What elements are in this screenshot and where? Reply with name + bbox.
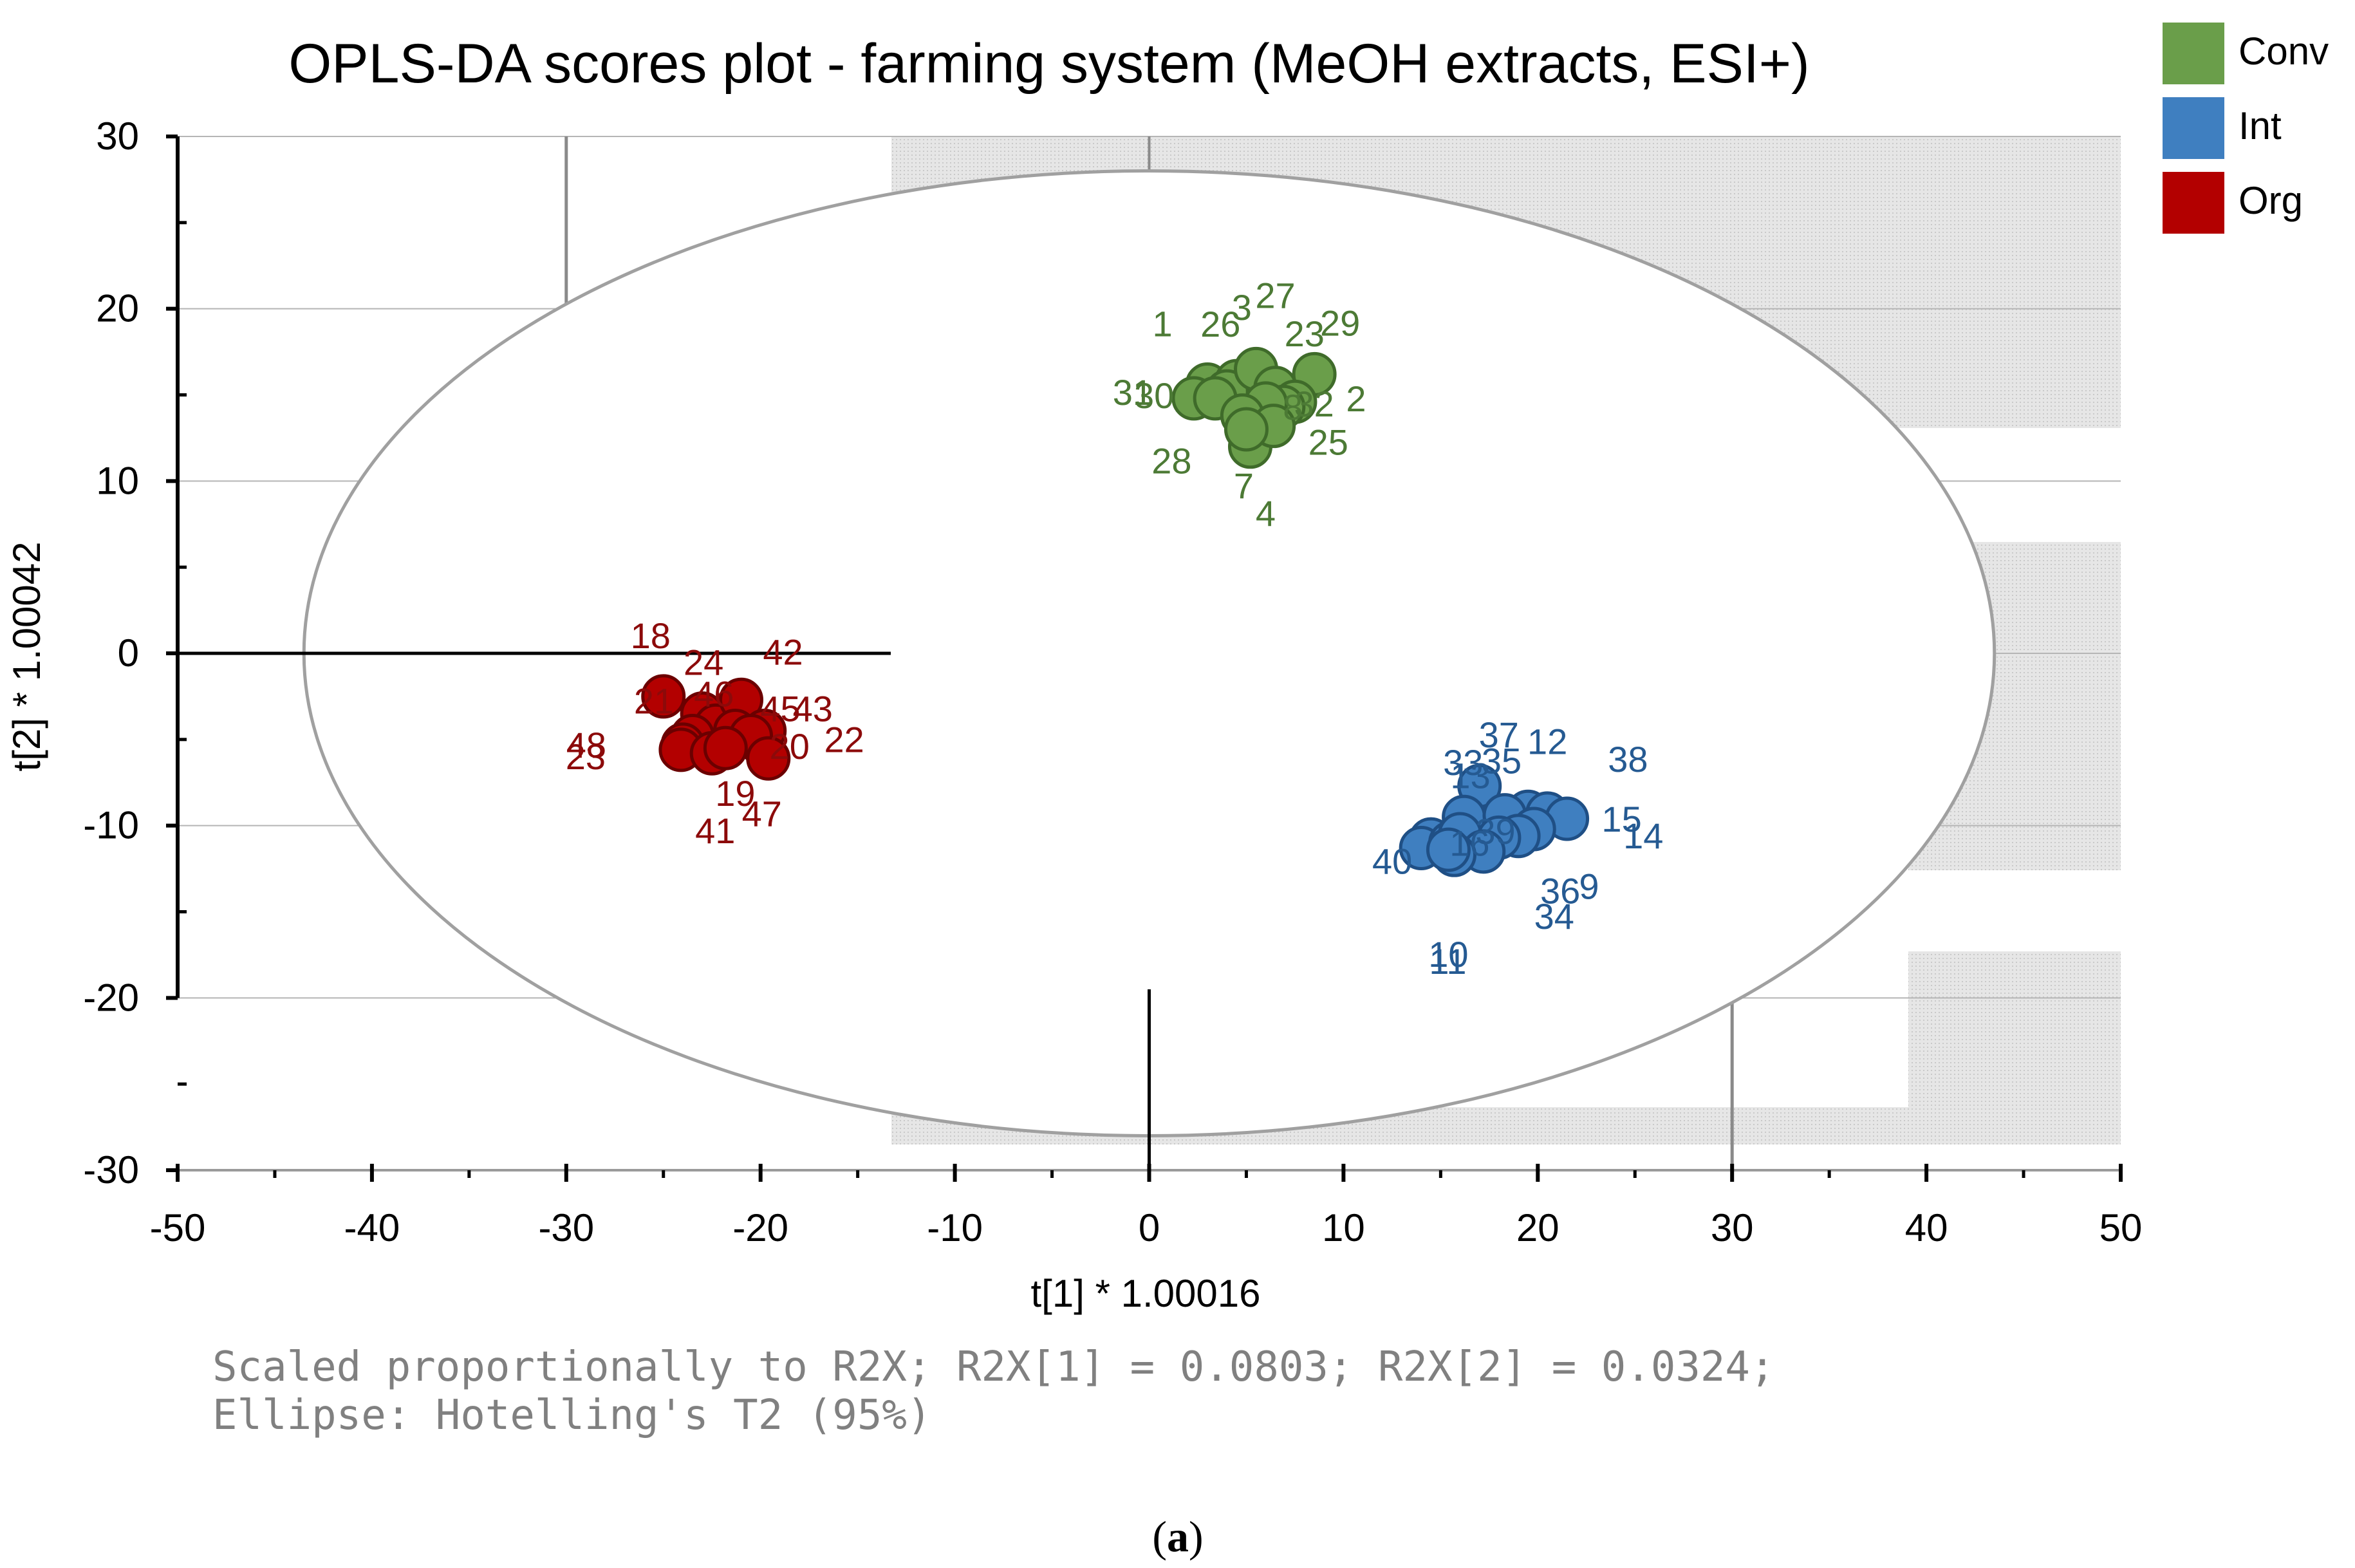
point-label: 18 (631, 615, 671, 656)
point-label: 16 (1449, 823, 1489, 863)
legend-swatch (2163, 97, 2224, 159)
point-label: 3 (1232, 287, 1252, 328)
y-tick-label: -20 (83, 976, 139, 1019)
point-label: 27 (1255, 275, 1295, 315)
x-tick-label: -30 (538, 1206, 594, 1249)
legend-label: Org (2239, 179, 2303, 222)
point-label: 14 (1623, 816, 1663, 856)
y-axis-title: t[2] * 1.00042 (5, 542, 48, 772)
caption-open: ( (1152, 1512, 1167, 1561)
point-label: 46 (694, 673, 734, 714)
point-label: 48 (566, 725, 606, 765)
y-tick-label: 10 (96, 459, 139, 502)
point-label: 42 (763, 631, 803, 672)
y-tick-label: 0 (118, 631, 139, 675)
point-label: 30 (1134, 375, 1174, 416)
point-label: 20 (770, 726, 810, 767)
x-tick-label: 50 (2099, 1206, 2143, 1249)
point-label: 28 (1151, 441, 1191, 481)
x-tick-label: -10 (927, 1206, 983, 1249)
caption-close: ) (1189, 1512, 1204, 1561)
x-tick-label: 30 (1711, 1206, 1754, 1249)
chart-title: OPLS-DA scores plot - farming system (Me… (288, 33, 1809, 95)
point-label: 23 (566, 736, 606, 777)
footnote-line-1: Scaled proportionally to R2X; R2X[1] = 0… (212, 1343, 1774, 1391)
point-label: 1 (1152, 303, 1172, 344)
point-label: 45 (760, 688, 800, 729)
axes (166, 135, 2123, 1182)
point-label: 37 (1479, 714, 1519, 755)
tick-labels: -50 -40 -30 -20 -10 0 10 20 30 40 50 30 20 10 0 -10 -20 -… (83, 115, 2142, 1249)
point-label: 26 (1200, 304, 1240, 344)
point-label: 12 (1527, 721, 1567, 761)
y-tick-label: 20 (96, 287, 139, 330)
y-tick-label: 30 (96, 115, 139, 158)
point-label: 4 (1256, 493, 1276, 534)
point-label: 40 (1372, 841, 1412, 881)
point-label: 24 (684, 642, 723, 683)
x-tick-label: -50 (150, 1206, 206, 1249)
point-label: 2 (1346, 378, 1366, 419)
y-tick-label: -10 (83, 804, 139, 847)
data-point (1426, 827, 1471, 872)
point-label: 34 (1534, 896, 1574, 937)
caption-letter: a (1167, 1512, 1189, 1561)
legend-swatch (2163, 172, 2224, 234)
point-label: 23 (1285, 313, 1325, 354)
point-label: 9 (1579, 866, 1599, 906)
figure-caption: (a) (1152, 1512, 1203, 1561)
footnote-line-2: Ellipse: Hotelling's T2 (95%) (212, 1392, 931, 1439)
y-tick-label: -30 (83, 1148, 139, 1191)
point-label: 43 (793, 688, 833, 729)
point-label: 8 (1283, 387, 1303, 427)
x-tick-label: 0 (1139, 1206, 1160, 1249)
data-point (1224, 407, 1269, 452)
data-point (703, 725, 748, 770)
legend-swatch (2163, 23, 2224, 84)
point-label: 41 (695, 810, 735, 851)
point-label: 35 (1482, 741, 1522, 781)
point-label: 21 (634, 680, 674, 721)
point-label: 33 (1443, 742, 1483, 783)
x-tick-label: 10 (1322, 1206, 1365, 1249)
point-label: 22 (824, 719, 864, 760)
point-label: 7 (1234, 465, 1254, 506)
x-tick-label: -20 (732, 1206, 788, 1249)
x-axis-title: t[1] * 1.00016 (1031, 1272, 1261, 1315)
x-tick-label: 20 (1516, 1206, 1559, 1249)
point-label: 11 (1429, 941, 1466, 982)
point-label: 31 (1113, 372, 1153, 413)
point-label: 36 (1540, 871, 1580, 911)
point-label: 10 (1428, 934, 1468, 975)
x-tick-label: -40 (344, 1206, 400, 1249)
legend: Conv Int Org (2163, 23, 2329, 234)
point-label: 25 (1308, 422, 1348, 463)
x-tick-label: 40 (1905, 1206, 1948, 1249)
legend-label: Int (2239, 104, 2282, 147)
point-label: 15 (1601, 799, 1641, 839)
data-point (641, 674, 686, 719)
point-label: 29 (1320, 303, 1360, 343)
point-label: 13 (1450, 755, 1490, 796)
legend-label: Conv (2239, 30, 2329, 73)
data-point (746, 736, 791, 781)
point-label: 47 (742, 793, 782, 834)
point-label: 19 (715, 773, 755, 814)
point-label: 38 (1608, 739, 1648, 779)
data-points (641, 346, 1590, 877)
point-label: 39 (1475, 811, 1515, 852)
point-label: 32 (1294, 384, 1334, 424)
